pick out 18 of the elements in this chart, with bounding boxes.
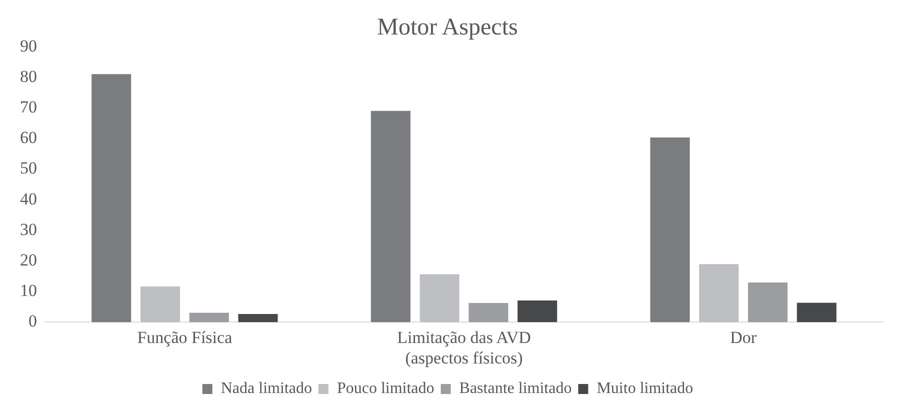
- y-tick-label: 20: [20, 250, 37, 270]
- legend-label: Bastante limitado: [459, 380, 572, 398]
- y-tick-label: 60: [20, 128, 37, 148]
- y-tick-label: 40: [20, 189, 37, 208]
- y-tick-label: 90: [20, 36, 37, 56]
- y-tick-label: 10: [20, 281, 37, 300]
- legend-label: Muito limitado: [596, 380, 694, 398]
- y-tick-label: 30: [20, 220, 37, 239]
- y-tick-label: 0: [28, 312, 37, 331]
- y-tick-label: 70: [20, 97, 37, 116]
- x-tick-label: Dor: [730, 328, 757, 347]
- x-tick-label: Função Física: [137, 328, 233, 347]
- y-tick-label: 80: [20, 66, 37, 86]
- chart-title: Motor Aspects: [377, 14, 518, 41]
- legend-label: Pouco limitado: [336, 380, 434, 398]
- x-tick-label: Limitação das AVD (aspectos físicos): [397, 328, 531, 368]
- legend-label: Nada limitado: [220, 380, 312, 398]
- y-tick-label: 50: [20, 158, 37, 178]
